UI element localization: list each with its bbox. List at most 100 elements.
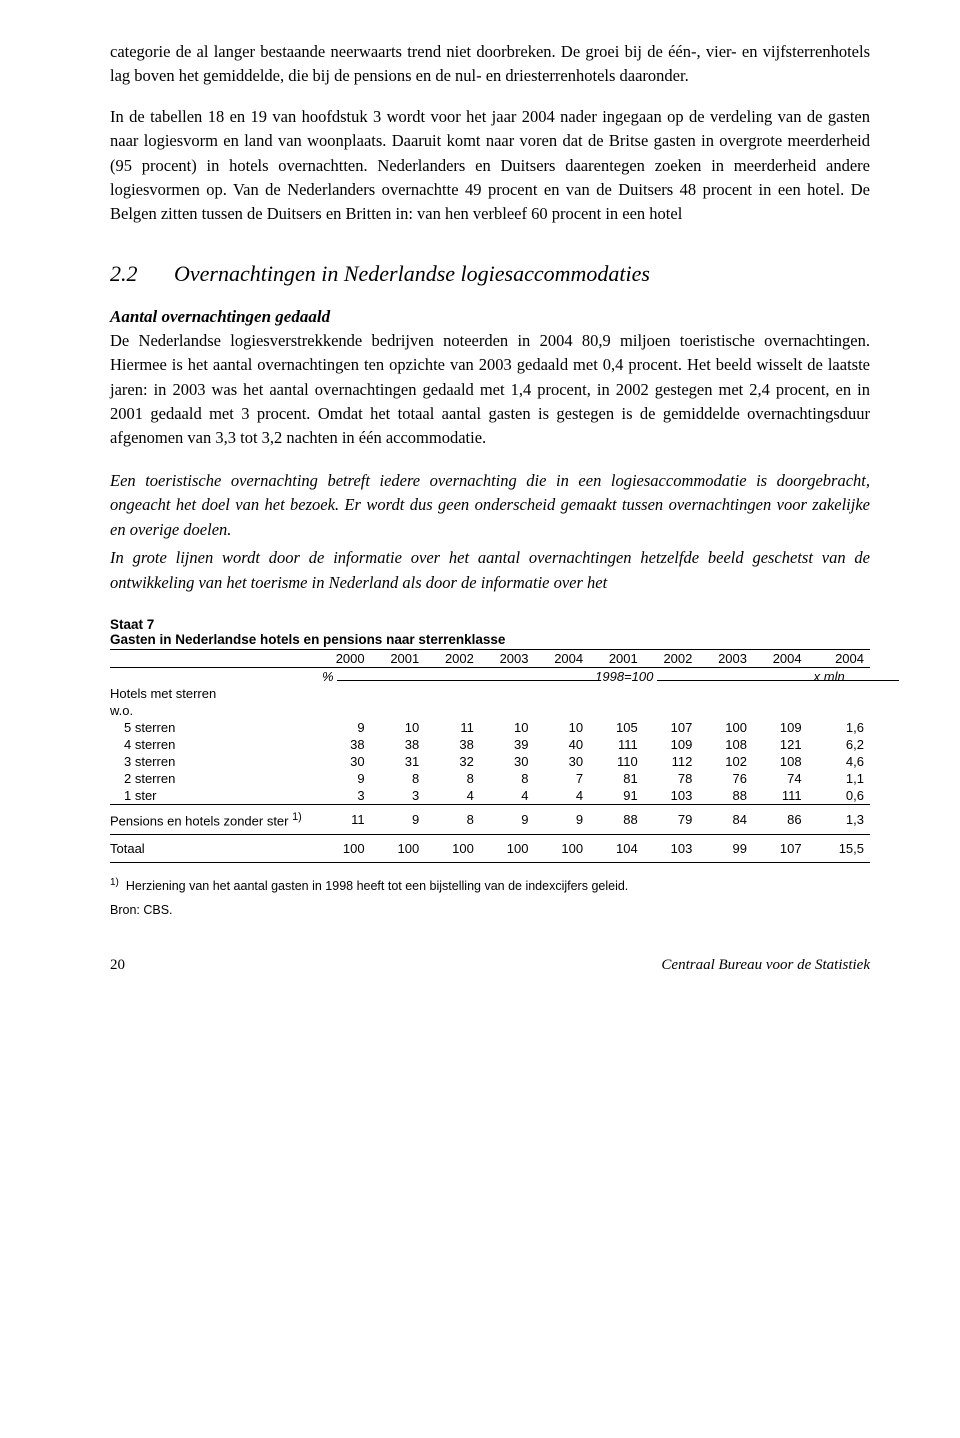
cell: 9 [371, 804, 426, 834]
row-label: 5 sterren [110, 719, 316, 736]
cell: 4 [425, 787, 480, 805]
table-title: Gasten in Nederlandse hotels en pensions… [110, 632, 870, 647]
table-row-total: Totaal 100 100 100 100 100 104 103 99 10… [110, 835, 870, 863]
cell: 112 [644, 753, 699, 770]
cell: 30 [535, 753, 590, 770]
cell: 10 [480, 719, 535, 736]
unit-mln: x mln [814, 669, 845, 684]
cell: 100 [535, 835, 590, 863]
cell: 10 [371, 719, 426, 736]
cell: 1,6 [808, 719, 870, 736]
col-year: 2004 [808, 649, 870, 667]
stub-sub-row: w.o. [110, 702, 870, 719]
cell: 3 [371, 787, 426, 805]
table-row: 5 sterren 9 10 11 10 10 105 107 100 109 … [110, 719, 870, 736]
cell: 76 [698, 770, 753, 787]
cell: 8 [480, 770, 535, 787]
cell: 109 [644, 736, 699, 753]
cell: 100 [698, 719, 753, 736]
cell: 107 [753, 835, 808, 863]
cell: 99 [698, 835, 753, 863]
cell: 103 [644, 787, 699, 805]
cell: 8 [371, 770, 426, 787]
cell: 31 [371, 753, 426, 770]
row-label: Pensions en hotels zonder ster [110, 813, 292, 828]
italic-note-1: Een toeristische overnachting betreft ie… [110, 469, 870, 542]
section-number: 2.2 [110, 261, 170, 287]
cell: 39 [480, 736, 535, 753]
footnote-text: Herziening van het aantal gasten in 1998… [126, 879, 628, 893]
cell: 104 [589, 835, 644, 863]
table-unit-row: % 1998=100 x mln [110, 667, 870, 685]
cell: 11 [425, 719, 480, 736]
cell: 40 [535, 736, 590, 753]
col-year: 2004 [753, 649, 808, 667]
cell: 111 [589, 736, 644, 753]
table-staat-7: 2000 2001 2002 2003 2004 2001 2002 2003 … [110, 649, 870, 863]
cell: 8 [425, 804, 480, 834]
footer-org: Centraal Bureau voor de Statistiek [661, 957, 870, 974]
stub-sub: w.o. [110, 702, 316, 719]
col-year: 2003 [698, 649, 753, 667]
table-row-pensions: Pensions en hotels zonder ster 1) 11 9 8… [110, 804, 870, 834]
cell: 108 [753, 753, 808, 770]
cell: 4 [480, 787, 535, 805]
cell: 9 [535, 804, 590, 834]
table-year-header-row: 2000 2001 2002 2003 2004 2001 2002 2003 … [110, 649, 870, 667]
page-footer: 20 Centraal Bureau voor de Statistiek [110, 957, 870, 974]
col-year: 2001 [371, 649, 426, 667]
cell: 32 [425, 753, 480, 770]
cell: 107 [644, 719, 699, 736]
cell: 15,5 [808, 835, 870, 863]
col-year: 2004 [535, 649, 590, 667]
table-row: 3 sterren 30 31 32 30 30 110 112 102 108… [110, 753, 870, 770]
cell: 81 [589, 770, 644, 787]
table-row: 4 sterren 38 38 38 39 40 111 109 108 121… [110, 736, 870, 753]
cell: 38 [425, 736, 480, 753]
cell: 103 [644, 835, 699, 863]
stub-header: Hotels met sterren [110, 685, 316, 702]
cell: 121 [753, 736, 808, 753]
paragraph-3: De Nederlandse logiesverstrekkende bedri… [110, 329, 870, 451]
cell: 9 [316, 719, 371, 736]
col-year: 2003 [480, 649, 535, 667]
col-year: 2001 [589, 649, 644, 667]
cell: 30 [480, 753, 535, 770]
page-number: 20 [110, 957, 125, 974]
cell: 4 [535, 787, 590, 805]
cell: 38 [371, 736, 426, 753]
section-title: Overnachtingen in Nederlandse logiesacco… [174, 261, 650, 286]
cell: 88 [589, 804, 644, 834]
row-label: 1 ster [110, 787, 316, 805]
cell: 109 [753, 719, 808, 736]
footnote-marker: 1) [292, 811, 302, 823]
cell: 110 [589, 753, 644, 770]
cell: 38 [316, 736, 371, 753]
section-header: 2.2 Overnachtingen in Nederlandse logies… [110, 261, 870, 287]
cell: 30 [316, 753, 371, 770]
cell: 6,2 [808, 736, 870, 753]
cell: 9 [480, 804, 535, 834]
stub-header-row: Hotels met sterren [110, 685, 870, 702]
table-footnote: 1) Herziening van het aantal gasten in 1… [110, 877, 870, 893]
table-row: 1 ster 3 3 4 4 4 91 103 88 111 0,6 [110, 787, 870, 805]
paragraph-2: In de tabellen 18 en 19 van hoofdstuk 3 … [110, 105, 870, 227]
unit-pct: % [322, 669, 334, 684]
cell: 0,6 [808, 787, 870, 805]
cell: 1,1 [808, 770, 870, 787]
cell: 8 [425, 770, 480, 787]
cell: 10 [535, 719, 590, 736]
footnote-marker: 1) [110, 877, 119, 888]
cell: 100 [425, 835, 480, 863]
cell: 111 [753, 787, 808, 805]
cell: 7 [535, 770, 590, 787]
cell: 79 [644, 804, 699, 834]
cell: 4,6 [808, 753, 870, 770]
subheading-overnachtingen: Aantal overnachtingen gedaald [110, 307, 870, 327]
cell: 100 [316, 835, 371, 863]
col-year: 2002 [644, 649, 699, 667]
cell: 3 [316, 787, 371, 805]
cell: 9 [316, 770, 371, 787]
col-year: 2000 [316, 649, 371, 667]
cell: 91 [589, 787, 644, 805]
